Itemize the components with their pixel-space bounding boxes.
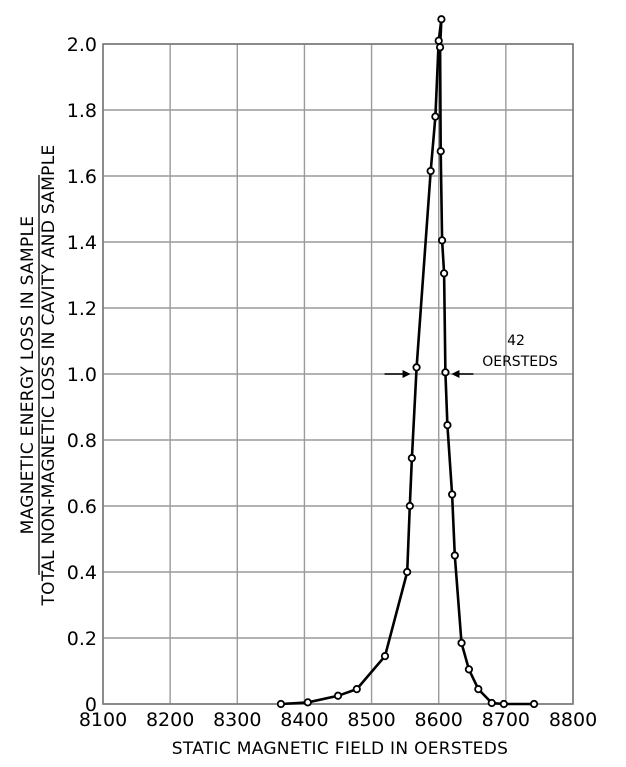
- data-point: [487, 698, 496, 708]
- y-tick-label: 1.8: [67, 100, 97, 122]
- data-point: [380, 652, 390, 661]
- annotation-unit: OERSTEDS: [482, 354, 558, 370]
- x-axis-title: STATIC MAGNETIC FIELD IN OERSTEDS: [172, 739, 508, 759]
- y-axis-title: MAGNETIC ENERGY LOSS IN SAMPLE TOTAL NON…: [18, 144, 59, 606]
- data-point: [434, 36, 443, 45]
- plot-frame: [102, 43, 574, 705]
- y-tick-label: 0: [85, 694, 97, 716]
- data-point: [403, 567, 412, 577]
- data-point: [437, 15, 446, 24]
- data-point: [464, 665, 474, 674]
- y-axis-title-numerator: MAGNETIC ENERGY LOSS IN SAMPLE: [18, 216, 38, 535]
- data-point: [439, 269, 449, 278]
- data-point: [443, 421, 452, 430]
- y-tick-label: 0.6: [67, 496, 97, 518]
- data-points: [276, 15, 539, 709]
- data-point: [441, 368, 450, 377]
- y-tick-label: 0.4: [67, 562, 97, 584]
- x-tick-label: 8700: [482, 709, 530, 731]
- x-tick-label: 8200: [146, 709, 194, 731]
- x-tick-label: 8300: [213, 709, 261, 731]
- data-point: [499, 699, 508, 709]
- data-point: [407, 454, 416, 463]
- data-point: [448, 490, 457, 499]
- data-point: [412, 363, 421, 372]
- y-tick-label: 1.4: [67, 232, 97, 254]
- y-tick-label: 1.2: [67, 298, 97, 320]
- x-tick-label: 8400: [280, 709, 328, 731]
- data-point: [435, 43, 445, 52]
- annotation-right-arrowhead: [451, 370, 460, 378]
- data-point: [437, 236, 447, 245]
- data-point: [529, 699, 539, 709]
- y-tick-label: 2.0: [67, 34, 97, 56]
- y-tick-label: 0.2: [67, 628, 97, 650]
- data-point: [436, 147, 445, 156]
- data-point: [426, 166, 435, 176]
- grid: [102, 43, 574, 705]
- data-point: [303, 698, 312, 707]
- data-point: [474, 685, 483, 694]
- x-tick-label: 8600: [415, 709, 463, 731]
- x-tick-label: 8800: [549, 709, 597, 731]
- y-axis-title-denominator: TOTAL NON-MAGNETIC LOSS IN CAVITY AND SA…: [39, 144, 59, 606]
- x-tick-labels: 8100 8200 8300 8400 8500 8600 8700 8800: [79, 709, 597, 731]
- annotation-left-arrowhead: [402, 370, 411, 378]
- data-point: [431, 112, 440, 121]
- x-tick-label: 8500: [347, 709, 395, 731]
- y-tick-label: 0.8: [67, 430, 97, 452]
- y-tick-label: 1.6: [67, 166, 97, 188]
- annotation-value: 42: [507, 333, 525, 349]
- y-tick-label: 1.0: [67, 364, 97, 386]
- width-annotation: 42 OERSTEDS: [384, 333, 558, 378]
- data-point: [450, 551, 459, 560]
- data-point: [276, 699, 286, 709]
- x-tick-label: 8100: [79, 709, 127, 731]
- data-point: [333, 691, 343, 700]
- data-point: [405, 501, 414, 511]
- y-tick-labels: 0 0.2 0.4 0.6 0.8 1.0 1.2 1.4 1.6 1.8 2.0: [67, 34, 97, 716]
- data-point: [352, 685, 361, 694]
- data-point: [457, 638, 466, 648]
